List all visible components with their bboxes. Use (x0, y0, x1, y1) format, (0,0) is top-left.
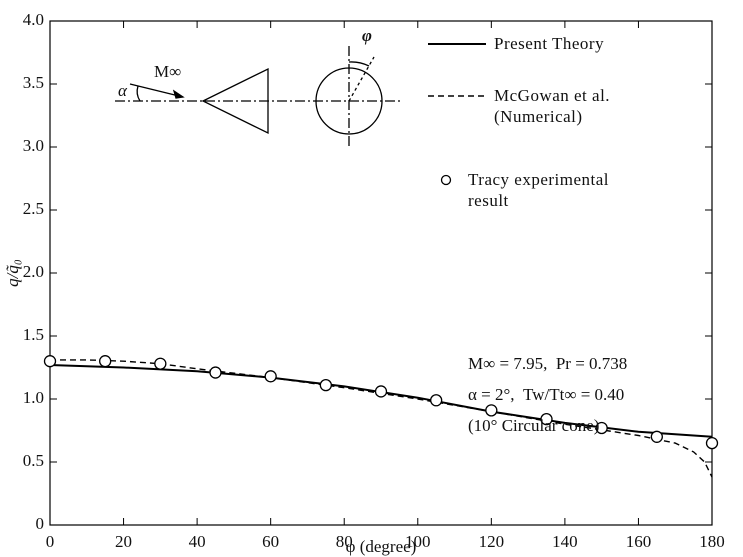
phi-arc (348, 61, 370, 67)
data-line (50, 359, 713, 478)
y-tick-label: 1.0 (23, 388, 44, 407)
x-tick-label: 40 (189, 532, 206, 551)
data-point (99, 355, 112, 368)
data-point (319, 378, 332, 392)
cone-side (201, 67, 269, 135)
y-tick-label: 1.5 (23, 325, 44, 344)
x-tick-label: 80 (336, 532, 353, 551)
legend-label: McGowan et al. (Numerical) (494, 86, 611, 126)
data-point (540, 413, 553, 426)
data-point (650, 430, 663, 443)
annotation: M∞ = 7.95, Pr = 0.738 (468, 354, 628, 373)
x-tick-label: 0 (46, 532, 55, 551)
arrowhead (172, 89, 185, 99)
x-tick-label: 140 (552, 532, 578, 551)
mach-label: M∞ (154, 62, 181, 81)
x-axis-label: φ (degree) (346, 537, 417, 556)
y-tick-label: 3.0 (23, 136, 44, 155)
alpha-label: α (118, 81, 128, 100)
y-axis-label: q/q̃₀ (3, 259, 22, 287)
y-tick-label: 2.5 (23, 199, 44, 218)
y-tick-label: 4.0 (23, 10, 44, 29)
legend-label: Tracy experimental result (468, 170, 610, 210)
data-point (705, 436, 719, 450)
data-point (209, 366, 222, 379)
phi-ray (348, 56, 375, 102)
flow-arrow (129, 83, 184, 98)
y-tick-label: 0.5 (23, 451, 44, 470)
x-tick-label: 60 (262, 532, 279, 551)
data-point (485, 404, 498, 417)
data-point (374, 385, 388, 398)
x-tick-label: 120 (479, 532, 505, 551)
x-tick-label: 20 (115, 532, 132, 551)
annotation: α = 2°, Tw/Tt∞ = 0.40 (468, 385, 625, 404)
data-point (595, 421, 608, 435)
x-tick-label: 100 (405, 532, 431, 551)
legend-marker (440, 174, 452, 186)
data-point (264, 370, 277, 383)
alpha-arc (136, 85, 141, 102)
y-tick-label: 3.5 (23, 73, 44, 92)
phi-label: φ (362, 26, 372, 45)
y-tick-label: 2.0 (23, 262, 44, 281)
data-point (154, 357, 167, 370)
data-point (43, 355, 57, 368)
plot-frame (49, 20, 713, 526)
y-tick-label: 0 (36, 514, 45, 533)
annotation: (10° Circular cone) (468, 416, 600, 435)
legend-label: Present Theory (494, 34, 605, 53)
x-tick-label: 180 (699, 532, 725, 551)
x-tick-label: 160 (626, 532, 652, 551)
data-point (430, 394, 443, 407)
cone-diagram (115, 46, 400, 148)
